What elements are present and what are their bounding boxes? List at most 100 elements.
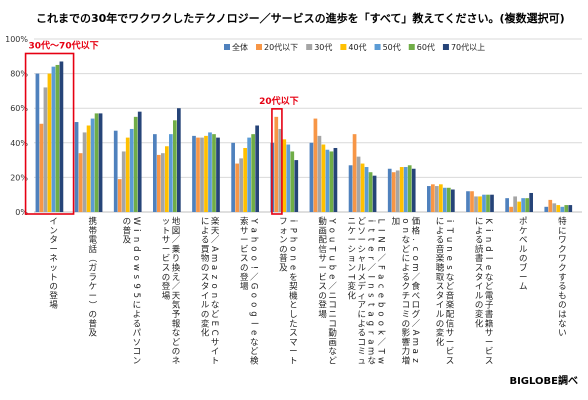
- x-tick-label-char: o: [131, 256, 141, 261]
- x-tick-label-char: 物: [201, 253, 210, 264]
- bar: [439, 184, 443, 212]
- x-tick-label-char: 影: [402, 328, 411, 339]
- bar: [251, 134, 255, 212]
- bar: [231, 142, 235, 212]
- bar: [309, 142, 314, 212]
- x-tick-label-char: タ: [475, 273, 484, 283]
- x-tick-label-char: z: [209, 275, 219, 280]
- bar: [427, 186, 431, 212]
- x-tick-label-char: 乗: [172, 244, 181, 255]
- x-tick-label-char: の: [240, 264, 249, 274]
- chart-title: これまでの30年でワクワクしたテクノロジー／サービスの進歩を「すべて」教えてくだ…: [36, 11, 565, 25]
- bar: [137, 111, 142, 212]
- x-tick-label-char: n: [131, 237, 141, 242]
- x-tick-label-char: ー: [318, 264, 327, 274]
- x-tick-label-char: a: [376, 274, 386, 279]
- x-tick-label-char: の: [519, 254, 528, 264]
- x-tick-label-char: e: [287, 265, 297, 270]
- bar: [447, 187, 451, 212]
- x-tick-label-char: n: [209, 293, 219, 298]
- x-tick-label-char: ニ: [347, 217, 356, 227]
- x-tick-label-char: c: [376, 284, 386, 289]
- bar: [474, 196, 478, 212]
- x-tick-label-char: ィ: [357, 291, 366, 301]
- x-tick-label-char: w: [131, 264, 141, 271]
- x-tick-label-char: ス: [485, 357, 494, 367]
- bar: [431, 184, 435, 212]
- x-tick-label-char: e: [483, 265, 493, 270]
- bar: [39, 123, 44, 212]
- x-tick-label-char: の: [162, 273, 171, 283]
- x-tick-label-char: 楽: [446, 300, 455, 311]
- x-tick-label-char: 5: [131, 293, 141, 298]
- x-tick-label-char: i: [483, 229, 493, 231]
- x-tick-label-char: ど: [211, 310, 220, 320]
- x-tick-label-char: 楽: [211, 216, 220, 227]
- x-tick-label-char: る: [133, 319, 142, 329]
- x-tick-label-char: シ: [357, 245, 366, 255]
- x-tick-label-char: コ: [133, 347, 142, 357]
- bar: [407, 165, 412, 212]
- x-tick-label-char: c: [410, 247, 420, 252]
- x-tick-label-char: タ: [436, 291, 445, 301]
- x-tick-label-char: o: [209, 283, 219, 288]
- x-tick-label-char: o: [248, 302, 258, 307]
- x-tick-label-char: n: [366, 283, 376, 288]
- bar: [94, 113, 99, 212]
- x-tick-label-char: ブ: [519, 263, 528, 274]
- bar: [47, 73, 52, 212]
- x-tick-label-char: o: [410, 256, 420, 261]
- x-tick-label-char: ケ: [519, 226, 528, 236]
- bar: [235, 163, 239, 212]
- legend-swatch: [408, 44, 415, 50]
- x-tick-label-char: h: [248, 237, 258, 242]
- x-tick-label-char: メ: [357, 273, 366, 283]
- x-tick-label-char: 換: [172, 263, 181, 274]
- x-tick-label-char: n: [483, 237, 493, 242]
- x-tick-label-char: 化: [347, 290, 356, 301]
- bar: [200, 137, 204, 212]
- x-tick-label-char: b: [327, 265, 337, 270]
- x-tick-label-char: パ: [133, 329, 142, 339]
- x-tick-label-char: E: [376, 246, 386, 251]
- x-tick-label-char: な: [558, 319, 567, 329]
- legend-label: 全体: [232, 42, 248, 52]
- x-tick-label-char: に: [436, 217, 445, 227]
- x-tick-label-char: s: [366, 293, 376, 298]
- x-tick-label-char: o: [248, 246, 258, 251]
- x-tick-label-char: の: [201, 310, 210, 320]
- x-tick-label-char: z: [410, 358, 420, 363]
- bar: [177, 108, 181, 212]
- bars: [35, 61, 573, 213]
- bar: [173, 120, 177, 212]
- x-tick-label-char: 及: [123, 236, 132, 246]
- y-tick-label: 100%: [5, 35, 28, 44]
- x-tick-label-char: ッ: [49, 264, 58, 274]
- x-tick-label-char: t: [366, 303, 376, 307]
- x-tick-label-char: い: [558, 329, 567, 339]
- x-tick-label-char: t: [366, 229, 376, 233]
- x-tick-label-char: 地: [172, 216, 181, 227]
- x-tick-label-char: 画: [328, 338, 337, 348]
- x-tick-label-char: F: [376, 265, 386, 270]
- x-tick-label-char: a: [366, 311, 376, 316]
- x-tick-label-char: し: [289, 310, 298, 320]
- bar: [352, 134, 357, 212]
- x-tick-label-char: 天: [172, 291, 181, 301]
- x-tick-label-char: o: [287, 246, 297, 251]
- bar: [212, 134, 216, 212]
- x-tick-label-char: 化: [201, 328, 210, 339]
- x-tick-label-char: ス: [318, 282, 327, 292]
- bar: [274, 116, 279, 212]
- bar: [161, 153, 165, 212]
- x-tick-label-char: 買: [201, 245, 210, 255]
- x-tick-label-char: タ: [201, 282, 210, 292]
- x-tick-label-char: デ: [357, 281, 366, 292]
- x-tick-label-char: 登: [49, 290, 58, 301]
- x-tick-label-char: る: [357, 329, 366, 339]
- x-tick-label-char: I: [376, 229, 386, 232]
- x-tick-label-char: 特: [558, 216, 567, 227]
- x-tick-label-char: サ: [240, 226, 249, 236]
- x-tick-label-char: ル: [475, 291, 484, 301]
- x-tick-label-char: 場: [49, 300, 58, 311]
